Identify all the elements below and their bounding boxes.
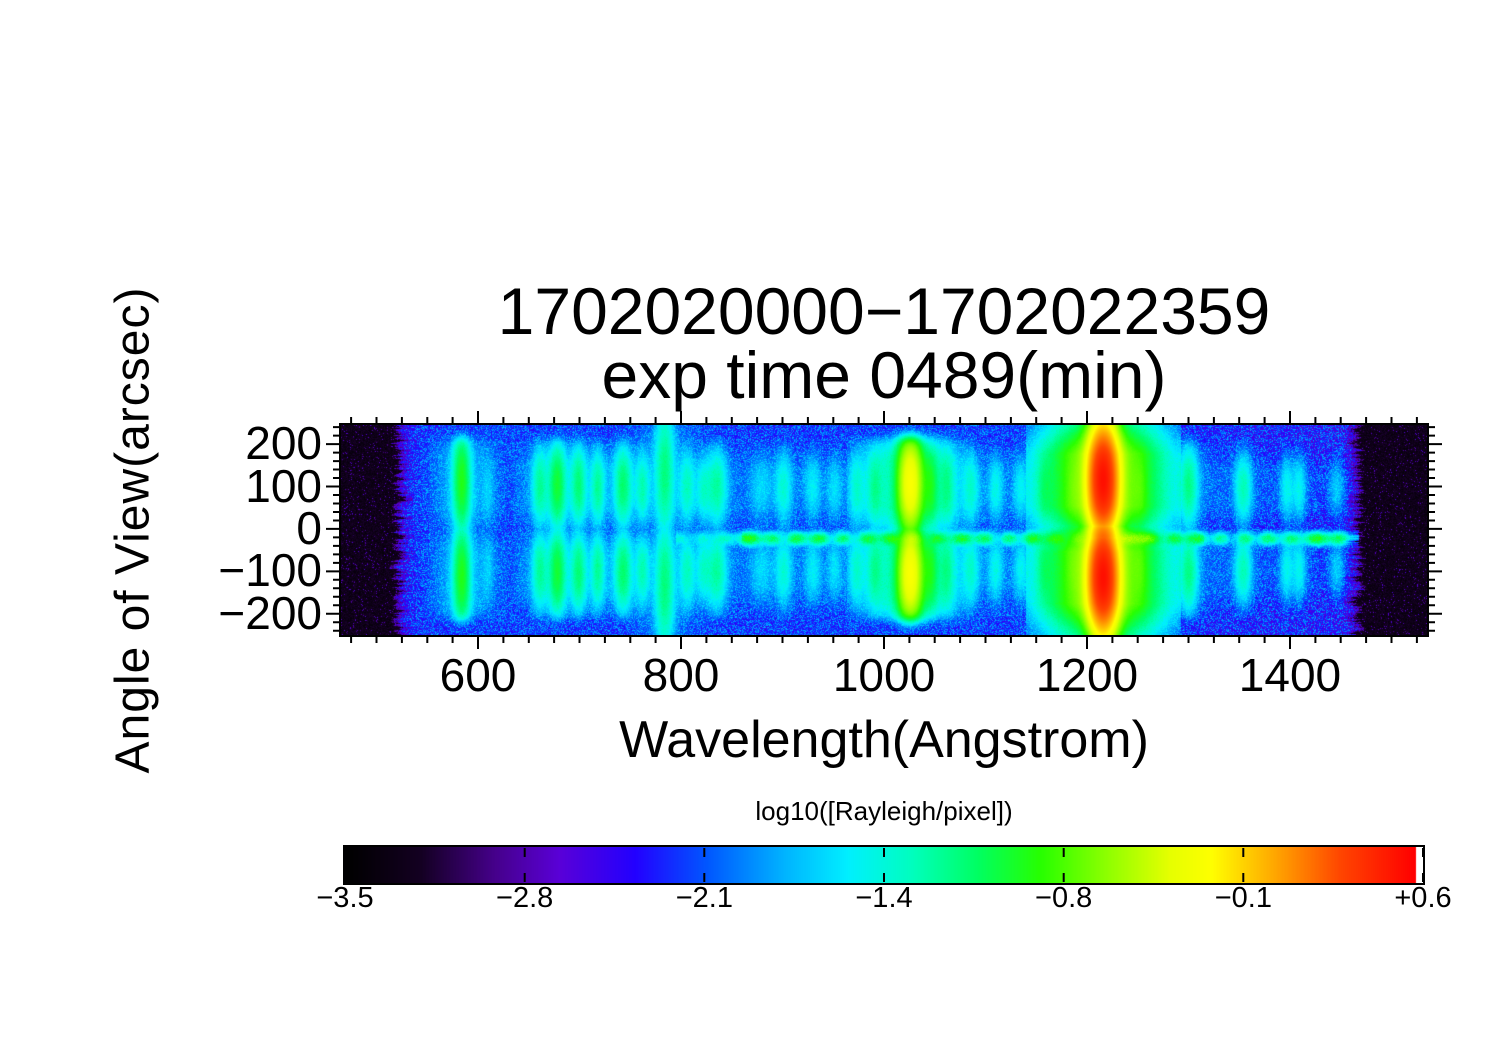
colorbar-tick-label: −3.5 — [316, 882, 374, 914]
x-axis-title: Wavelength(Angstrom) — [619, 711, 1149, 769]
colorbar-tick-label: −0.8 — [1035, 882, 1093, 914]
y-tick-label: 200 — [245, 417, 322, 470]
x-tick-label: 800 — [642, 649, 720, 701]
x-tick-label: 1000 — [832, 649, 936, 701]
plot-title-date-range: 1702020000−1702022359 — [497, 274, 1271, 348]
y-axis-title: Angle of View(arcsec) — [106, 286, 160, 774]
x-tick-label: 600 — [439, 649, 517, 701]
y-tick-label: −100 — [218, 544, 322, 597]
colorbar-tick-label: +0.6 — [1394, 882, 1452, 914]
colorbar-tick-label: −1.4 — [855, 882, 913, 914]
spectral-image-canvas — [341, 425, 1427, 635]
colorbar-label: log10([Rayleigh/pixel]) — [755, 796, 1013, 826]
plot-title-exposure: exp time 0489(min) — [601, 338, 1167, 412]
y-tick-label: 0 — [296, 502, 322, 555]
y-tick-label: −200 — [218, 586, 322, 639]
x-tick-label: 1200 — [1035, 649, 1139, 701]
colorbar-canvas — [345, 847, 1423, 883]
colorbar-tick-label: −0.1 — [1214, 882, 1272, 914]
y-tick-label: 100 — [245, 459, 322, 512]
colorbar-tick-label: −2.1 — [675, 882, 733, 914]
colorbar-tick-label: −2.8 — [496, 882, 554, 914]
x-tick-label: 1400 — [1238, 649, 1342, 701]
